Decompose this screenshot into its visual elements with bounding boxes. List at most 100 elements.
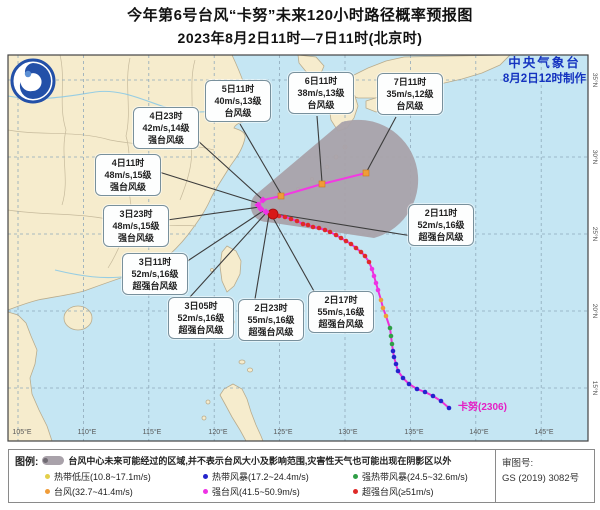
forecast-label-7d11: 7日11时 35m/s,12级 台风级	[377, 73, 443, 116]
forecast-label-4d23: 4日23时 42m/s,14级 强台风级	[133, 107, 199, 150]
label-wind: 52m/s,16级	[417, 220, 465, 231]
label-wind: 48m/s,15级	[112, 221, 160, 232]
forecast-label-5d11: 5日11时 40m/s,13级 台风级	[205, 80, 271, 123]
legend-cone-row: 图例: 台风中心未来可能经过的区域,并不表示台风大小及影响范围,灾害性天气也可能…	[15, 453, 491, 468]
title-block: 今年第6号台风“卡努”未来120小时路径概率预报图 2023年8月2日11时—7…	[0, 4, 600, 48]
license-label: 审图号:	[502, 458, 534, 469]
red-dot-icon	[353, 489, 358, 494]
legend-content: 图例: 台风中心未来可能经过的区域,并不表示台风大小及影响范围,灾害性天气也可能…	[9, 450, 495, 502]
license-number: GS (2019) 3082号	[502, 473, 580, 485]
lon-tick: 130°E	[338, 428, 357, 436]
lon-tick: 120°E	[208, 428, 227, 436]
legend-items: 热带低压(10.8~17.1m/s) 热带风暴(17.2~24.4m/s) 强热…	[45, 470, 491, 498]
green-dot-icon	[353, 474, 358, 479]
label-time: 3日11时	[138, 257, 172, 267]
forecast-label-4d11: 4日11时 48m/s,15级 强台风级	[95, 154, 161, 197]
label-wind: 52m/s,16级	[131, 269, 179, 280]
yellow-dot-icon	[45, 474, 50, 479]
issue-time: 8月2日12时制作	[502, 72, 586, 85]
label-level: 台风级	[307, 100, 335, 111]
lon-tick: 145°E	[534, 428, 553, 436]
lat-tick: 15°N	[591, 381, 599, 396]
legend-item-tropical-depression: 热带低压(10.8~17.1m/s)	[45, 470, 203, 483]
weather-logo-icon	[10, 58, 56, 104]
observed-track-points	[276, 213, 452, 411]
forecast-label-6d11: 6日11时 38m/s,13级 台风级	[288, 72, 354, 115]
map-frame	[7, 54, 589, 442]
magenta-dot-icon	[203, 489, 208, 494]
label-wind: 55m/s,16级	[317, 307, 365, 318]
legend-item-super-typhoon: 超强台风(≥51m/s)	[353, 485, 491, 498]
lon-tick: 135°E	[404, 428, 423, 436]
legend-item-severe-tropical-storm: 强热带风暴(24.5~32.6m/s)	[353, 470, 491, 483]
lon-tick: 140°E	[469, 428, 488, 436]
label-level: 强台风级	[109, 182, 146, 193]
severe-typhoon-points	[369, 266, 381, 293]
label-time: 7日11时	[393, 77, 427, 87]
forecast-label-2d11: 2日11时 52m/s,16级 超强台风级	[408, 204, 474, 247]
label-time: 6日11时	[304, 76, 338, 86]
legend-item-label: 强热带风暴(24.5~32.6m/s)	[362, 472, 468, 482]
legend-item-label: 台风(32.7~41.4m/s)	[54, 487, 133, 497]
label-time: 3日23时	[119, 209, 153, 219]
page-subtitle: 2023年8月2日11时—7日11时(北京时)	[177, 30, 423, 46]
label-wind: 40m/s,13级	[214, 96, 262, 107]
label-wind: 55m/s,16级	[247, 315, 295, 326]
latitude-labels: 35°N 30°N 25°N 20°N 15°N	[591, 73, 599, 396]
forecast-label-3d11: 3日11时 52m/s,16级 超强台风级	[122, 253, 188, 296]
label-level: 强台风级	[147, 135, 184, 146]
label-level: 超强台风级	[132, 281, 178, 292]
observed-track-line	[272, 213, 450, 409]
typhoon-points	[378, 297, 389, 319]
current-position-marker	[267, 208, 279, 220]
lat-tick: 20°N	[591, 304, 599, 319]
legend-item-label: 热带低压(10.8~17.1m/s)	[54, 472, 151, 482]
label-time: 4日11时	[111, 158, 145, 168]
license-box: 审图号: GS (2019) 3082号	[495, 450, 594, 502]
hainan-island	[63, 305, 93, 331]
legend-item-typhoon: 台风(32.7~41.4m/s)	[45, 485, 203, 498]
forecast-label-2d23: 2日23时 55m/s,16级 超强台风级	[238, 299, 304, 342]
label-wind: 48m/s,15级	[104, 170, 152, 181]
lat-tick: 30°N	[591, 150, 599, 165]
label-level: 台风级	[224, 108, 252, 119]
lat-tick: 35°N	[591, 73, 599, 88]
luzon-island	[219, 383, 264, 442]
forecast-label-2d17: 2日17时 55m/s,16级 超强台风级	[308, 291, 374, 334]
forecast-label-3d23: 3日23时 48m/s,15级 强台风级	[103, 205, 169, 248]
label-wind: 38m/s,13级	[297, 88, 345, 99]
label-time: 5日11时	[221, 84, 255, 94]
longitude-labels: 105°E 110°E 115°E 120°E 125°E 130°E 135°…	[12, 428, 553, 436]
label-level: 超强台风级	[248, 327, 294, 338]
label-level: 超强台风级	[318, 319, 364, 330]
agency-name: 中央气象台	[508, 56, 581, 70]
storm-name-label: 卡努(2306)	[458, 400, 507, 413]
blue-dot-icon	[203, 474, 208, 479]
tropical-storm-points	[390, 348, 452, 411]
lon-tick: 115°E	[143, 428, 162, 436]
cone-swatch-icon	[42, 456, 65, 465]
label-time: 2日17时	[324, 295, 358, 305]
label-time: 4日23时	[149, 111, 183, 121]
label-time: 3日05时	[184, 301, 218, 311]
label-time: 2日23时	[254, 303, 288, 313]
legend-panel: 图例: 台风中心未来可能经过的区域,并不表示台风大小及影响范围,灾害性天气也可能…	[8, 449, 595, 503]
label-level: 台风级	[396, 101, 424, 112]
legend-item-severe-typhoon: 强台风(41.5~50.9m/s)	[203, 485, 353, 498]
legend-heading: 图例:	[15, 457, 39, 468]
orange-dot-icon	[45, 489, 50, 494]
lon-tick: 125°E	[273, 428, 292, 436]
cone-note: 台风中心未来可能经过的区域,并不表示台风大小及影响范围,灾害性天气也可能出现在阴…	[68, 456, 452, 466]
lon-tick: 105°E	[12, 428, 31, 436]
agency-credit: 中央气象台 8月2日12时制作	[503, 56, 586, 86]
leader-lines	[158, 115, 413, 300]
super-typhoon-points	[276, 213, 372, 265]
label-wind: 35m/s,12级	[386, 89, 434, 100]
severe-tropical-storm-points	[387, 325, 395, 347]
label-time: 2日11时	[424, 208, 458, 218]
legend-item-label: 强台风(41.5~50.9m/s)	[212, 487, 300, 497]
page-title: 今年第6号台风“卡努”未来120小时路径概率预报图	[127, 7, 473, 24]
label-level: 超强台风级	[178, 325, 224, 336]
